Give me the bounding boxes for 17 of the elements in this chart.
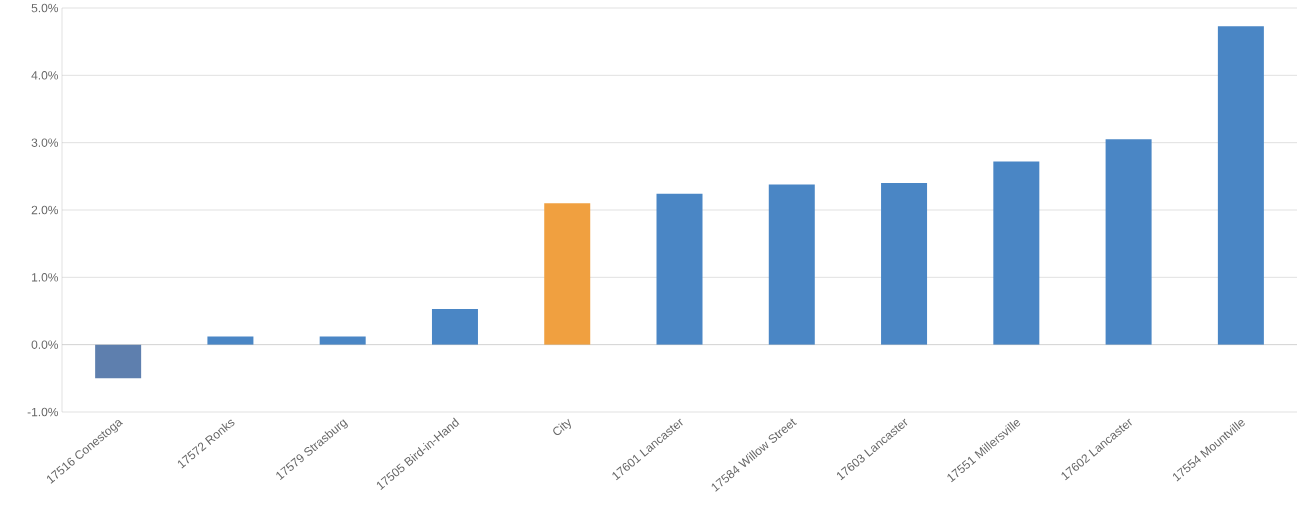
bar xyxy=(1105,139,1152,345)
bar xyxy=(544,203,591,345)
y-tick-label: 1.0% xyxy=(32,273,59,282)
bar xyxy=(1217,26,1264,345)
bar xyxy=(768,184,815,345)
bar xyxy=(881,183,928,345)
bar xyxy=(656,193,703,345)
bar xyxy=(993,161,1040,345)
x-tick-label: City xyxy=(553,418,571,436)
y-tick-label: 4.0% xyxy=(31,71,59,80)
y-tick-label: 5.0% xyxy=(31,3,59,13)
y-tick-label: 0.0% xyxy=(31,340,59,349)
y-tick-label: 2.0% xyxy=(31,205,59,215)
bar xyxy=(431,308,478,345)
y-tick-label: 3.0% xyxy=(31,138,59,147)
bar xyxy=(95,344,142,379)
y-tick-label: -1.0% xyxy=(27,407,59,417)
